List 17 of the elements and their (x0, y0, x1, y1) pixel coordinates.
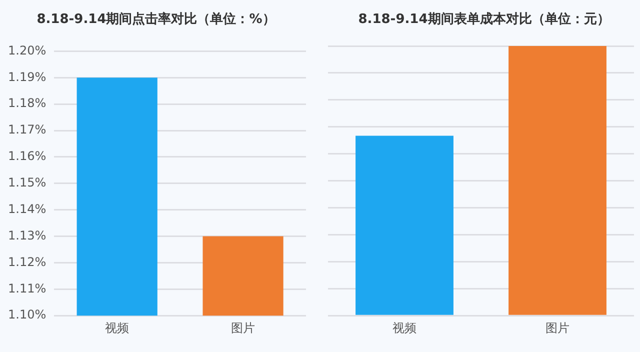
y-tick-label: 1.16% (8, 149, 46, 164)
y-tick-label: 1.17% (8, 122, 46, 137)
y-tick-label: 1.10% (8, 308, 46, 322)
y-tick-label: 1.13% (8, 228, 46, 242)
chart-title: 8.18-9.14期间点击率对比（单位：%） (36, 10, 276, 29)
chart-title: 8.18-9.14期间表单成本对比（单位：元） (357, 11, 611, 29)
x-tick-label: 图片 (546, 320, 570, 335)
y-tick-label: 1.12% (8, 254, 46, 269)
y-tick-label: 1.18% (8, 96, 46, 110)
x-tick-label: 视频 (105, 320, 130, 335)
y-tick-label: 1.11% (8, 281, 46, 296)
y-tick-label: 1.19% (8, 70, 46, 84)
y-tick-label: 1.14% (8, 202, 46, 216)
y-tick-label: 1.15% (8, 176, 46, 190)
x-tick-label: 图片 (231, 320, 256, 335)
y-tick-label: 1.20% (8, 43, 46, 58)
x-tick-label: 视频 (392, 320, 416, 335)
